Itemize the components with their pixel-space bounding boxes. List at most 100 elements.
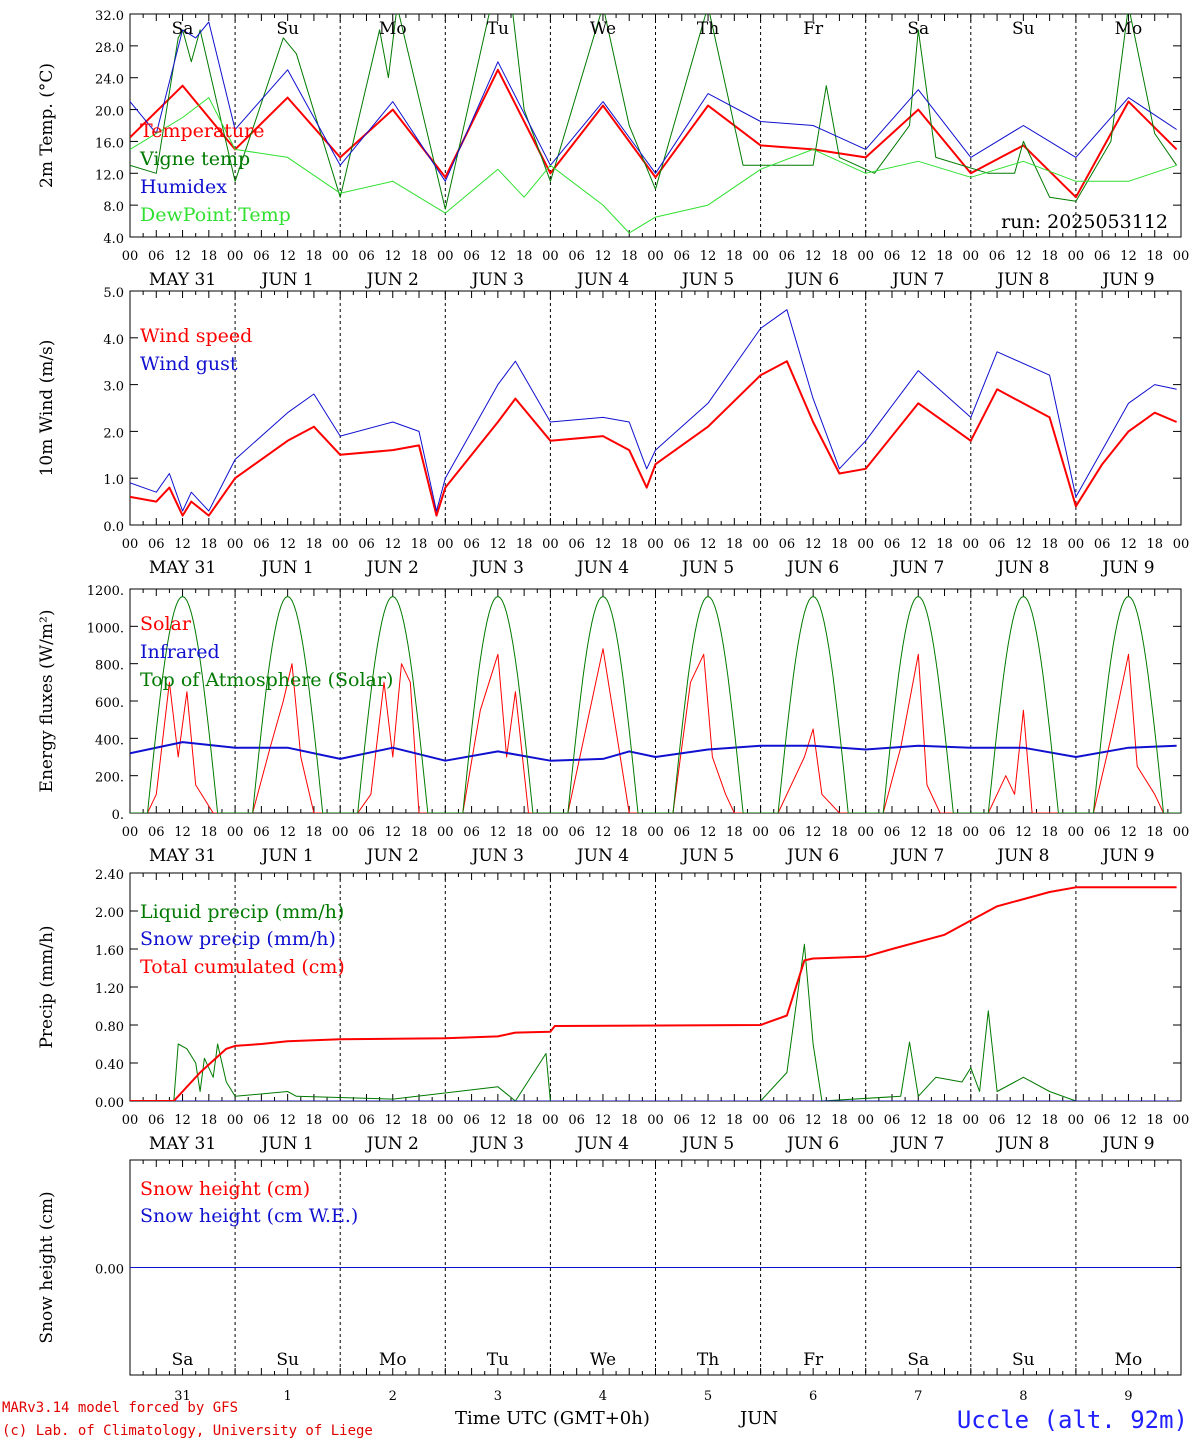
day-number-label: 1 (284, 1389, 292, 1404)
hour-tick-label: 18 (1146, 249, 1163, 264)
hour-tick-label: 06 (358, 1113, 375, 1128)
hour-tick-label: 12 (384, 537, 401, 552)
hour-tick-label: 12 (1120, 537, 1137, 552)
hour-tick-label: 18 (936, 1113, 953, 1128)
panel-precip: 0.00 0.40 0.80 1.20 1.60 2.00 2.40 Precip (mm/h… (37, 868, 1189, 1154)
weekday-label: Mo (379, 1350, 407, 1370)
hour-tick-label: 00 (227, 537, 244, 552)
hour-tick-label: 12 (805, 825, 822, 840)
hour-tick-label: 18 (411, 537, 428, 552)
hour-tick-label: 06 (568, 825, 585, 840)
hour-tick-label: 00 (647, 537, 664, 552)
date-label: MAY 31 (149, 558, 216, 578)
y-tick-label: 0.0 (103, 520, 124, 535)
hour-tick-label: 00 (542, 825, 559, 840)
weekday-label: Th (697, 1350, 719, 1370)
hour-tick-label: 06 (148, 537, 165, 552)
date-label: JUN 7 (890, 270, 944, 290)
date-label: JUN 6 (785, 558, 839, 578)
hour-tick-label: 06 (779, 825, 796, 840)
hour-tick-label: 18 (1041, 1113, 1058, 1128)
hour-tick-label: 12 (1120, 249, 1137, 264)
panels: 4.08.012.016.020.024.028.032.02m Temp. (… (37, 9, 1189, 1404)
y-tick-label: 800. (95, 659, 124, 674)
y-tick-label: 2.40 (95, 868, 124, 883)
hour-tick-label: 00 (437, 1113, 454, 1128)
hour-tick-label: 00 (332, 1113, 349, 1128)
hour-tick-label: 18 (201, 249, 218, 264)
hour-tick-label: 12 (1015, 537, 1032, 552)
date-label: JUN 5 (680, 846, 734, 866)
hour-tick-label: 00 (963, 249, 980, 264)
legend-entry: DewPoint Temp (140, 204, 291, 226)
date-label: JUN 5 (680, 1134, 734, 1154)
legend-entry: Snow height (cm W.E.) (140, 1205, 358, 1227)
date-label: JUN 4 (575, 558, 629, 578)
date-label: JUN 7 (890, 558, 944, 578)
run-label: run: 2025053112 (1001, 211, 1168, 233)
series-line-infrared (130, 741, 1177, 762)
date-label: JUN 8 (995, 846, 1049, 866)
hour-tick-label: 06 (463, 825, 480, 840)
hour-tick-label: 18 (621, 1113, 638, 1128)
hour-tick-label: 00 (857, 1113, 874, 1128)
hour-tick-label: 06 (568, 249, 585, 264)
date-label: JUN 1 (260, 846, 314, 866)
y-tick-label: 1.0 (103, 473, 124, 488)
date-label: JUN 5 (680, 270, 734, 290)
y-axis-label: Snow height (cm) (37, 1191, 57, 1343)
hour-tick-label: 00 (227, 825, 244, 840)
hour-tick-label: 18 (306, 1113, 323, 1128)
hour-tick-label: 12 (910, 1113, 927, 1128)
hour-tick-label: 18 (726, 1113, 743, 1128)
date-label: JUN 2 (365, 846, 419, 866)
series-line-wind-speed (130, 360, 1177, 517)
weekday-label: Tu (487, 1350, 509, 1370)
hour-tick-label: 12 (1015, 1113, 1032, 1128)
hour-tick-label: 18 (411, 249, 428, 264)
date-label: JUN 2 (365, 270, 419, 290)
weekday-label: Sa (907, 19, 929, 39)
hour-tick-label: 18 (516, 825, 533, 840)
day-number-label: 8 (1019, 1389, 1027, 1404)
legend-entry: Solar (140, 613, 192, 635)
weekday-label: Sa (172, 1350, 194, 1370)
day-number-label: 6 (809, 1389, 817, 1404)
hour-tick-label: 06 (674, 1113, 691, 1128)
date-label: JUN 4 (575, 1134, 629, 1154)
hour-tick-label: 12 (1120, 825, 1137, 840)
weekday-label: We (590, 1350, 616, 1370)
y-tick-label: 5.0 (103, 286, 124, 301)
date-label: JUN 7 (890, 846, 944, 866)
y-axis-label: 2m Temp. (°C) (37, 63, 57, 188)
date-label: JUN 6 (785, 1134, 839, 1154)
hour-tick-label: 12 (279, 537, 296, 552)
date-label: JUN 9 (1100, 846, 1154, 866)
hour-tick-label: 18 (1146, 825, 1163, 840)
series-group (130, 309, 1177, 517)
hour-tick-label: 06 (884, 1113, 901, 1128)
date-label: JUN 6 (785, 270, 839, 290)
hour-tick-label: 18 (831, 1113, 848, 1128)
hour-tick-label: 18 (201, 537, 218, 552)
hour-tick-label: 18 (411, 1113, 428, 1128)
y-tick-label: 400. (95, 733, 124, 748)
series-group (130, 14, 1178, 234)
hour-tick-label: 06 (568, 537, 585, 552)
day-number-label: 7 (914, 1389, 922, 1404)
legend-entry: Snow height (cm) (140, 1178, 310, 1200)
hour-tick-label: 18 (1041, 249, 1058, 264)
hour-tick-label: 18 (726, 537, 743, 552)
hour-tick-label: 00 (857, 825, 874, 840)
hour-tick-label: 12 (910, 537, 927, 552)
hour-tick-label: 18 (201, 825, 218, 840)
y-tick-label: 0. (112, 808, 124, 823)
y-tick-label: 4.0 (103, 333, 124, 348)
weekday-label: We (590, 19, 616, 39)
hour-tick-label: 12 (595, 537, 612, 552)
hour-tick-label: 18 (1146, 1113, 1163, 1128)
legend-entry: Wind speed (140, 325, 252, 347)
legend-entry: Total cumulated (cm) (140, 956, 345, 978)
hour-tick-label: 06 (779, 249, 796, 264)
hour-tick-label: 06 (674, 537, 691, 552)
